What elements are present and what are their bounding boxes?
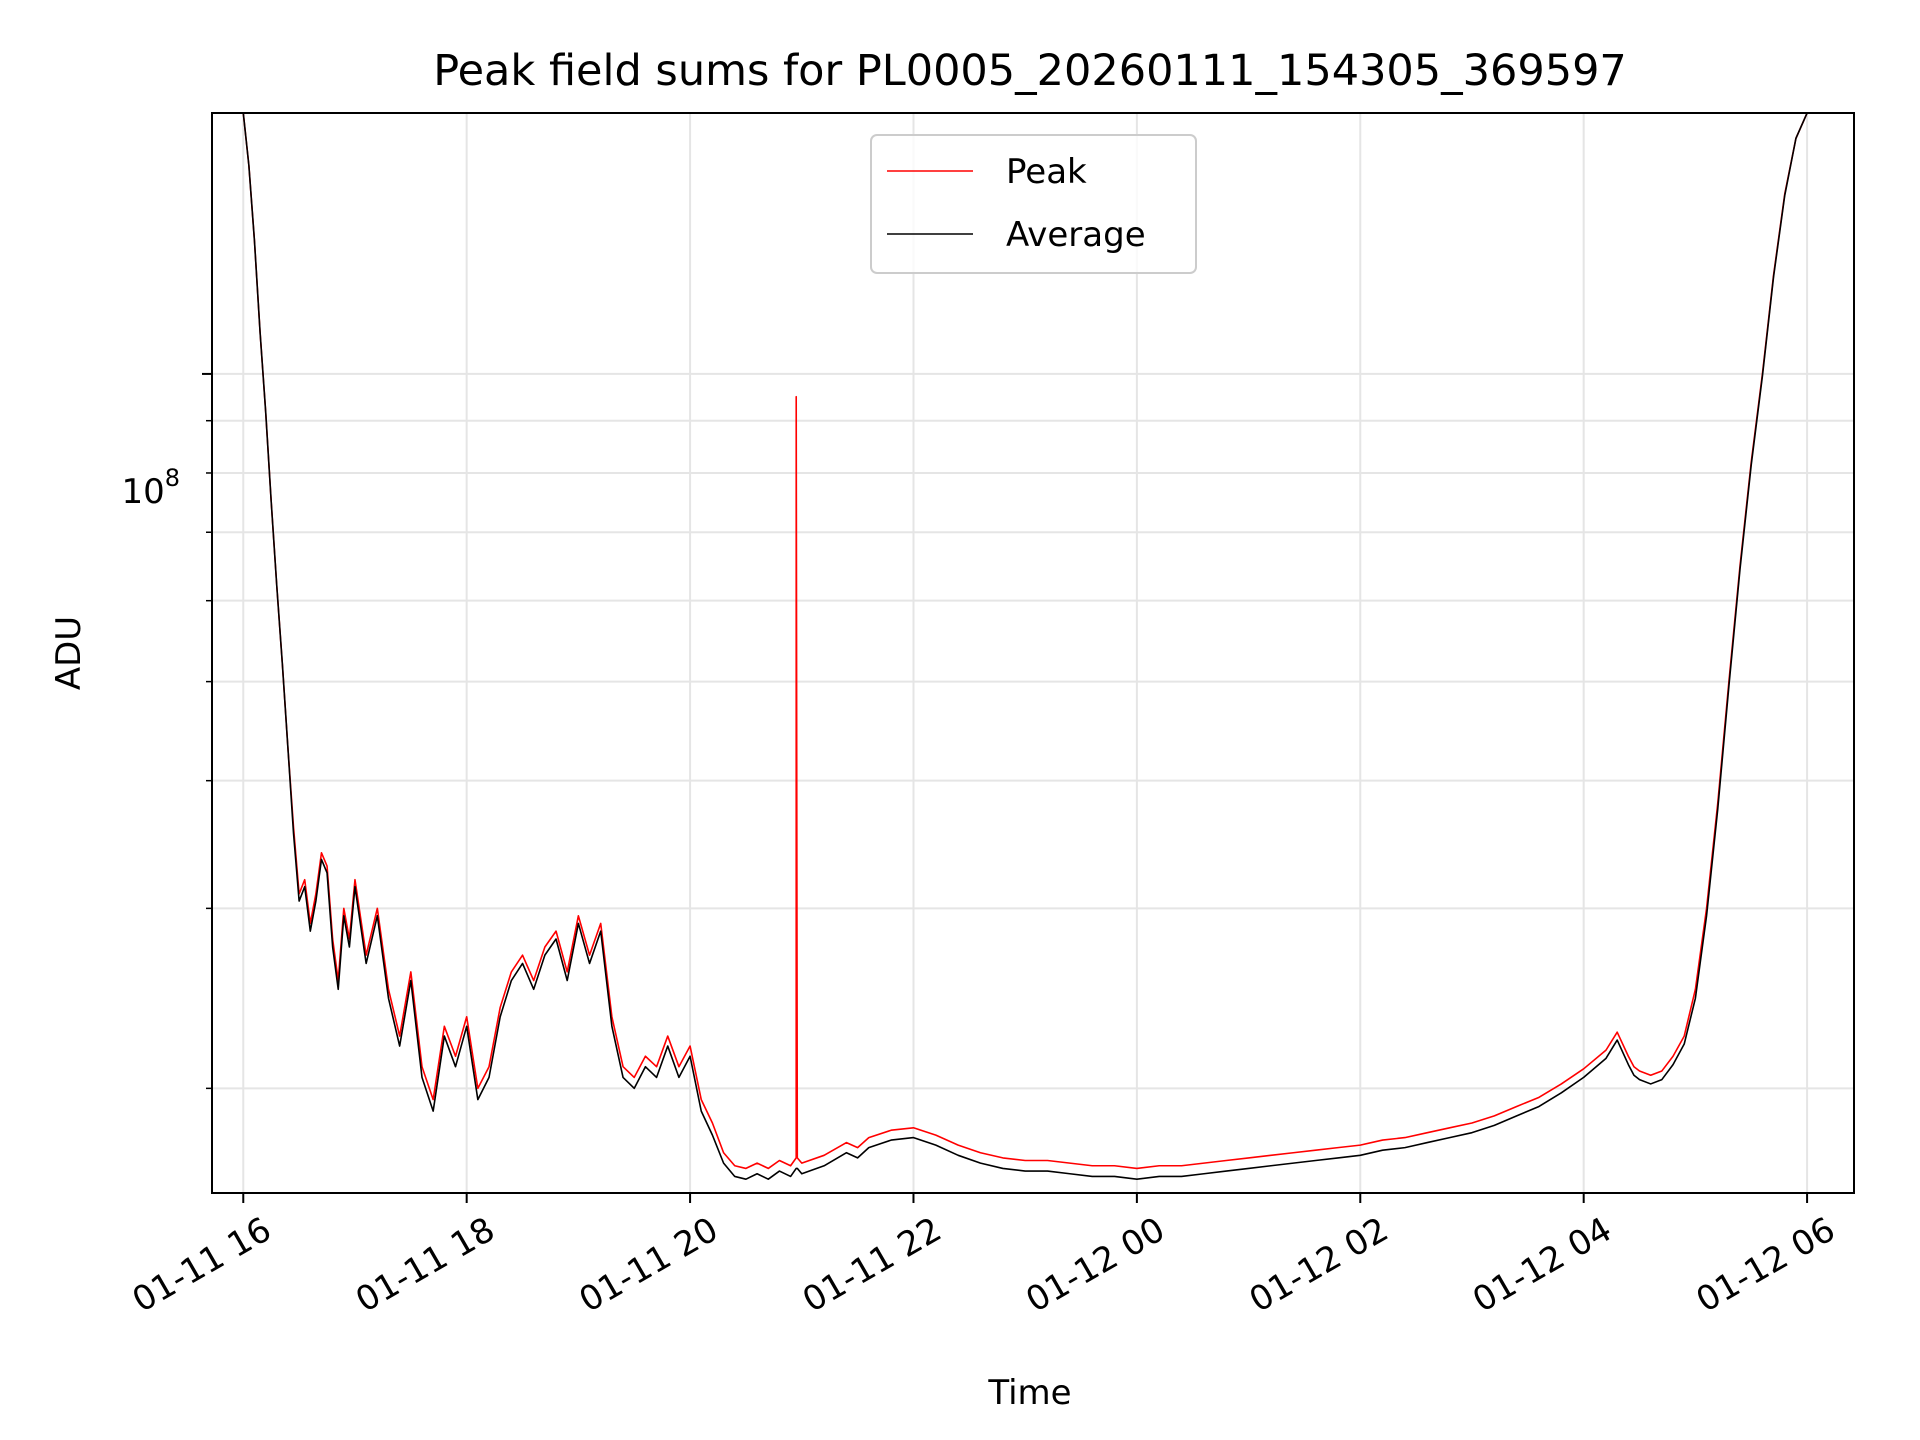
y-major-tick-base: 10 [121, 472, 164, 512]
y-major-tick-label: 108 [121, 464, 180, 512]
legend-average-label: Average [1006, 215, 1146, 255]
plot-area [211, 112, 1855, 1194]
series-layer [242, 113, 1819, 1180]
y-axis-label: ADU [49, 616, 89, 690]
y-major-tick-exponent: 8 [165, 464, 180, 492]
series-line-peak [242, 113, 1819, 1170]
grid-lines [212, 113, 1854, 1193]
series-line-average [242, 113, 1819, 1180]
axes-frame [211, 112, 1855, 1194]
y-axis-ticks [202, 372, 212, 1090]
legend-peak-label: Peak [1006, 152, 1087, 192]
legend-box [870, 134, 1197, 274]
chart-title: Peak field sums for PL0005_20260111_1543… [433, 46, 1627, 96]
x-axis-label: Time [987, 1373, 1071, 1413]
legend: Peak Average [870, 134, 1197, 274]
